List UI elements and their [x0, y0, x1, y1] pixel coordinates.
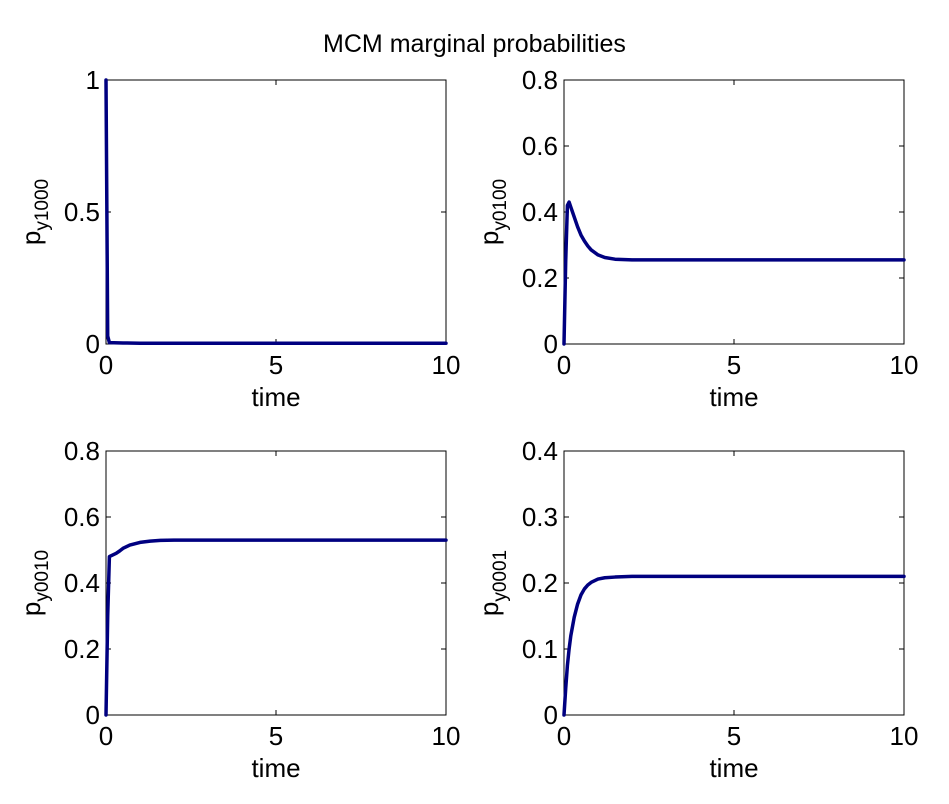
y-tick-label: 0.2 — [64, 634, 100, 664]
y-tick-label: 0 — [544, 700, 558, 730]
y-tick-label: 0.1 — [522, 634, 558, 664]
x-axis-label: time — [709, 753, 758, 783]
y-tick-label: 1 — [86, 65, 100, 95]
x-tick-label: 0 — [99, 721, 113, 751]
series-line — [562, 574, 906, 717]
y-tick-label: 0.4 — [522, 197, 558, 227]
y-tick-label: 0.8 — [522, 65, 558, 95]
figure-title: MCM marginal probabilities — [323, 30, 626, 58]
x-axis-label: time — [709, 382, 758, 412]
series-line — [104, 538, 448, 717]
y-tick-label: 0.6 — [64, 502, 100, 532]
subplot-2: 0 5 10 0 0.2 0.4 0.6 0.8 time py0100 — [474, 65, 918, 412]
y-tick-label: 0.2 — [522, 263, 558, 293]
x-tick-label: 5 — [727, 350, 741, 380]
y-tick-label: 0.8 — [64, 436, 100, 466]
y-tick-label: 0.6 — [522, 131, 558, 161]
y-axis-label-main: p — [474, 602, 504, 616]
subplot-1: 0 5 10 0 0.5 1 time py1000 — [16, 65, 460, 412]
x-axis-label: time — [251, 753, 300, 783]
subplot-4: 0 5 10 0 0.1 0.2 0.3 0.4 time py0001 — [474, 436, 918, 783]
x-tick-label: 10 — [890, 350, 919, 380]
y-axis-label: py1000 — [16, 179, 53, 245]
x-tick-label: 5 — [269, 721, 283, 751]
series-line — [104, 78, 448, 345]
y-axis-label-subscript: y0100 — [490, 179, 511, 231]
axes-box — [563, 450, 905, 716]
y-tick-label: 0.4 — [522, 436, 558, 466]
x-tick-label: 0 — [557, 350, 571, 380]
series-line — [562, 200, 906, 346]
y-axis-label: py0100 — [474, 179, 511, 245]
y-axis-label: py0010 — [16, 550, 53, 616]
y-axis-label-subscript: y0010 — [32, 550, 53, 602]
y-tick-label: 0.2 — [522, 568, 558, 598]
axes-box — [105, 79, 447, 345]
x-tick-label: 0 — [557, 721, 571, 751]
y-axis-label-subscript: y1000 — [32, 179, 53, 231]
x-tick-label: 0 — [99, 350, 113, 380]
y-axis-label-main: p — [16, 602, 46, 616]
y-tick-label: 0.3 — [522, 502, 558, 532]
y-axis-label-main: p — [16, 231, 46, 245]
axes-box — [563, 79, 905, 345]
x-tick-label: 10 — [432, 350, 461, 380]
y-tick-label: 0 — [86, 700, 100, 730]
subplot-3: 0 5 10 0 0.2 0.4 0.6 0.8 time py0010 — [16, 436, 460, 783]
x-tick-label: 10 — [432, 721, 461, 751]
y-tick-label: 0.5 — [64, 197, 100, 227]
y-axis-label-main: p — [474, 231, 504, 245]
y-tick-label: 0 — [86, 329, 100, 359]
y-axis-label-subscript: y0001 — [490, 550, 511, 602]
x-tick-label: 5 — [727, 721, 741, 751]
x-axis-label: time — [251, 382, 300, 412]
axes-box — [105, 450, 447, 716]
y-tick-label: 0.4 — [64, 568, 100, 598]
x-tick-label: 10 — [890, 721, 919, 751]
y-axis-label: py0001 — [474, 550, 511, 616]
x-tick-label: 5 — [269, 350, 283, 380]
y-tick-label: 0 — [544, 329, 558, 359]
